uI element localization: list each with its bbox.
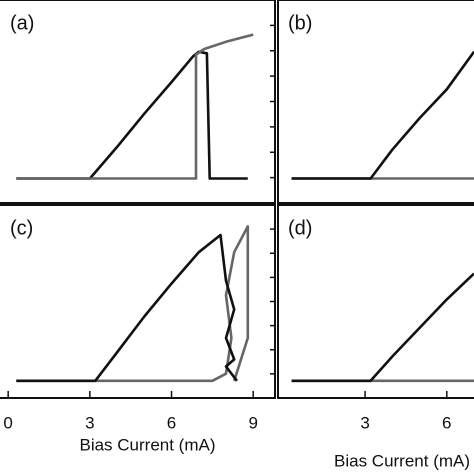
x-tick-label: 3 (360, 413, 369, 432)
x-tick-label: 9 (248, 413, 257, 432)
panel-frame (0, 0, 276, 204)
panel-frame (277, 0, 474, 204)
data-line (16, 33, 254, 180)
x-axis-label: Bias Current (mA) (79, 435, 215, 454)
data-line (291, 272, 474, 383)
x-tick-label: 0 (3, 413, 12, 432)
panel-label: (a) (10, 12, 34, 34)
data-line (291, 51, 474, 180)
panel-label: (b) (288, 12, 312, 34)
x-tick-label: 6 (442, 413, 451, 432)
data-line (16, 50, 248, 180)
x-tick-label: 6 (167, 413, 176, 432)
panel-label: (c) (10, 217, 33, 239)
data-line (16, 225, 250, 383)
panel-label: (d) (288, 217, 312, 239)
data-line (16, 233, 238, 383)
x-axis-label: Bias Current (mA) (334, 451, 470, 470)
panel-frame (277, 204, 474, 399)
panel-frame (0, 204, 276, 399)
x-tick-label: 3 (85, 413, 94, 432)
